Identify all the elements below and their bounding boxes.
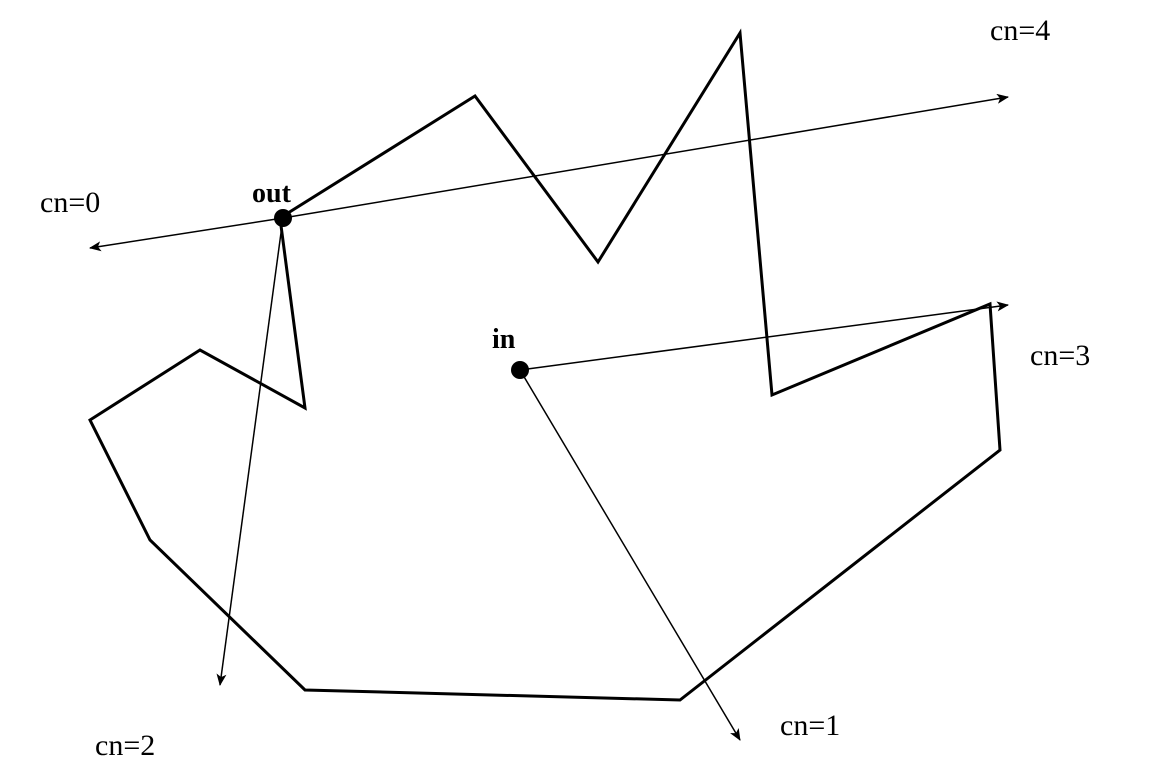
ray-cn0 [90, 218, 283, 248]
label-cn1: cn=1 [780, 709, 840, 742]
label-in: in [492, 324, 516, 355]
label-out: out [252, 178, 292, 209]
label-cn3: cn=3 [1030, 339, 1090, 372]
point-in [511, 361, 529, 379]
point-out [274, 209, 292, 227]
label-cn4: cn=4 [990, 14, 1050, 47]
label-cn2: cn=2 [95, 729, 155, 762]
ray-cn2 [220, 218, 283, 685]
ray-cn4 [283, 97, 1008, 218]
crossing-number-diagram: out in cn=0 cn=1 cn=2 cn=3 cn=4 [0, 0, 1158, 784]
ray-cn1 [520, 370, 740, 740]
label-cn0: cn=0 [40, 186, 100, 219]
